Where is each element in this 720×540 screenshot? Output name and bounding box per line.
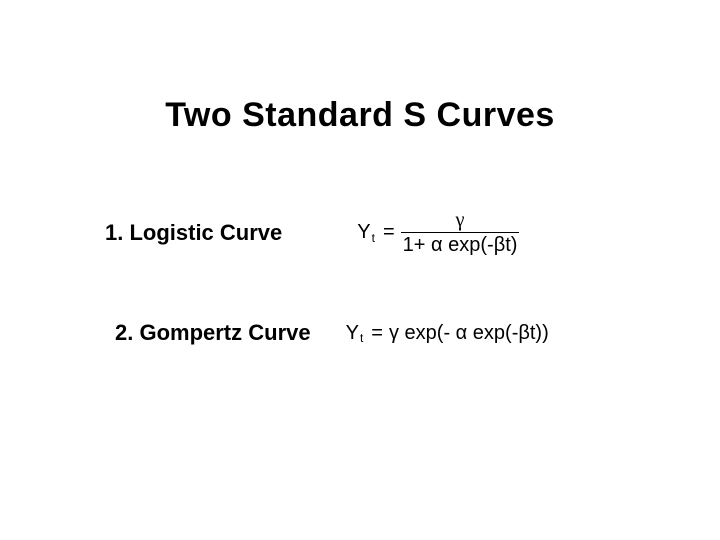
fraction-bar (401, 232, 520, 233)
equals-sign: = (371, 322, 383, 345)
logistic-fraction: γ 1+ α exp(-βt) (401, 210, 520, 255)
logistic-lhs: Yt (357, 221, 377, 244)
equals-sign: = (383, 221, 395, 244)
item-2-row: 2. Gompertz Curve Yt = γ exp(- α exp(-βt… (0, 320, 720, 346)
gompertz-formula: Yt = γ exp(- α exp(-βt)) (346, 322, 549, 345)
lhs-subscript: t (372, 231, 375, 245)
slide-title: Two Standard S Curves (0, 96, 720, 135)
lhs-base: Y (357, 221, 370, 244)
item-1-row: 1. Logistic Curve Yt = γ 1+ α exp(-βt) (0, 210, 720, 255)
slide: Two Standard S Curves 1. Logistic Curve … (0, 0, 720, 540)
item-1-label: 1. Logistic Curve (105, 220, 282, 246)
logistic-denominator: 1+ α exp(-βt) (401, 235, 520, 255)
lhs-base: Y (346, 322, 359, 345)
lhs-subscript: t (360, 331, 363, 345)
item-2-label: 2. Gompertz Curve (115, 320, 311, 346)
logistic-formula: Yt = γ 1+ α exp(-βt) (357, 210, 519, 255)
gompertz-lhs: Yt (346, 322, 366, 345)
logistic-numerator: γ (454, 210, 467, 230)
gompertz-rhs: γ exp(- α exp(-βt)) (389, 322, 549, 345)
